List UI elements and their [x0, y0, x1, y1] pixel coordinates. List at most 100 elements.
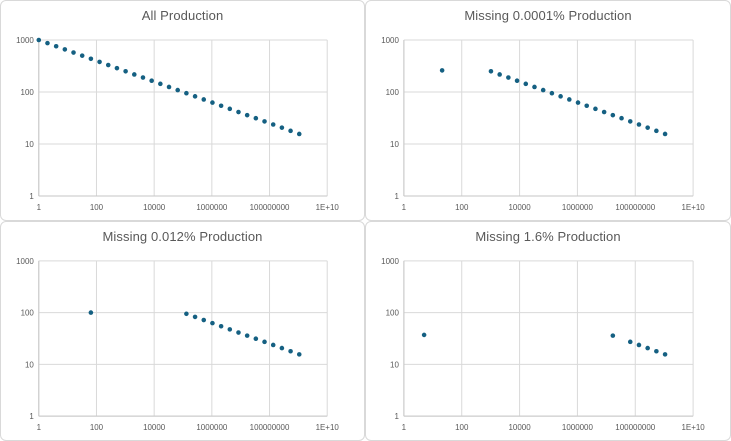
data-point [636, 122, 642, 127]
x-tick-label: 100 [90, 423, 104, 432]
data-point [253, 115, 259, 121]
data-point [645, 125, 650, 130]
y-tick-label: 10 [390, 140, 399, 149]
x-tick-label: 1000000 [196, 423, 227, 432]
data-point [270, 342, 276, 348]
data-point [532, 84, 537, 90]
x-tick-label: 1 [37, 203, 42, 212]
x-tick-label: 1E+10 [681, 423, 705, 432]
x-tick-label: 10000 [143, 423, 166, 432]
data-point [514, 78, 520, 83]
data-point [421, 332, 427, 338]
scatter-plot-missing-0-0001-pct: 1 10 100 1000 1 100 10000 1000000 100000000 1E+10 [381, 36, 705, 212]
data-point [45, 40, 50, 46]
data-point [158, 81, 163, 87]
x-tick-label: 100 [455, 423, 469, 432]
data-point [584, 103, 590, 109]
data-point [279, 345, 285, 351]
data-point [488, 69, 494, 74]
data-point [567, 97, 572, 102]
data-point [523, 81, 529, 87]
x-tick-label: 100000000 [250, 203, 290, 212]
x-tick-label: 1 [402, 203, 407, 212]
data-point [593, 106, 598, 112]
data-point [79, 53, 85, 58]
data-point [279, 125, 285, 130]
data-point [192, 94, 198, 99]
data-point [497, 72, 502, 77]
data-point [184, 90, 189, 96]
x-tick-label: 1000000 [562, 203, 594, 212]
data-point [97, 59, 102, 65]
data-point [184, 311, 189, 317]
data-point [192, 314, 198, 320]
x-tick-label: 100000000 [615, 423, 655, 432]
data-point [654, 128, 659, 134]
data-point [610, 333, 616, 338]
x-tick-label: 10000 [508, 423, 531, 432]
data-point [540, 87, 546, 93]
data-point [71, 50, 76, 55]
data-point [210, 320, 215, 326]
chart-panel-missing-0-0001-pct: 1 10 100 1000 1 100 10000 1000000 100000000 1E+10… [365, 0, 731, 221]
y-tick-label: 1 [394, 412, 399, 421]
scatter-plot-missing-0-012-pct: 1 10 100 1000 1 100 10000 1000000 100000000 1E+10 [16, 257, 339, 432]
x-tick-label: 100000000 [615, 203, 655, 212]
data-point [636, 342, 642, 348]
data-point [645, 345, 650, 351]
data-point [439, 68, 445, 73]
y-tick-label: 10 [390, 360, 399, 369]
data-point [227, 106, 233, 112]
y-tick-label: 1000 [381, 257, 399, 266]
y-tick-label: 1000 [16, 257, 34, 266]
data-point [201, 97, 207, 102]
y-tick-label: 100 [21, 88, 35, 97]
data-point [236, 109, 241, 115]
x-tick-label: 10000 [143, 203, 166, 212]
data-point [140, 75, 146, 80]
data-point [558, 94, 563, 99]
data-point [654, 348, 659, 354]
scatter-plot-all-production: 1 10 100 1000 1 100 10000 1000000 100000000 1E+10 [16, 36, 340, 212]
chart-panel-all-production: 1 10 100 1000 1 100 10000 1000000 100000000 1E+10… [0, 0, 365, 221]
y-tick-label: 1 [29, 412, 34, 421]
x-tick-label: 100 [90, 203, 104, 212]
y-tick-label: 1000 [381, 36, 399, 45]
data-point [270, 122, 276, 127]
y-tick-label: 1 [29, 192, 34, 201]
data-point [132, 72, 137, 77]
y-tick-label: 10 [25, 360, 34, 369]
x-tick-label: 1000000 [562, 423, 594, 432]
data-point [123, 69, 128, 74]
data-point [662, 352, 668, 357]
x-tick-label: 1 [37, 423, 42, 432]
data-point [549, 90, 555, 96]
y-tick-label: 100 [21, 309, 35, 318]
data-point [575, 100, 581, 105]
y-tick-label: 100 [386, 309, 400, 318]
data-point [218, 323, 224, 329]
chart-panel-missing-1-6-pct: 1 10 100 1000 1 100 10000 1000000 100000000 1E+10… [365, 221, 731, 441]
data-point [288, 128, 293, 134]
data-point [236, 330, 241, 335]
x-tick-label: 1E+10 [316, 203, 340, 212]
data-point [296, 131, 302, 137]
data-point [627, 339, 633, 345]
data-point [244, 333, 250, 338]
data-point [88, 56, 94, 62]
data-point [601, 109, 607, 115]
x-tick-label: 10000 [509, 203, 532, 212]
x-tick-label: 100 [455, 203, 469, 212]
y-tick-label: 10 [25, 140, 34, 149]
x-tick-label: 100000000 [250, 423, 290, 432]
chart-panel-missing-0-012-pct: 1 10 100 1000 1 100 10000 1000000 100000000 1E+10… [0, 221, 365, 441]
data-point [662, 131, 668, 137]
data-point [114, 65, 120, 71]
x-tick-label: 1E+10 [681, 203, 705, 212]
data-point [253, 336, 259, 341]
data-point [610, 112, 616, 118]
data-point [218, 103, 224, 109]
scatter-plot-missing-1-6-pct: 1 10 100 1000 1 100 10000 1000000 100000000 1E+10 [381, 257, 705, 432]
